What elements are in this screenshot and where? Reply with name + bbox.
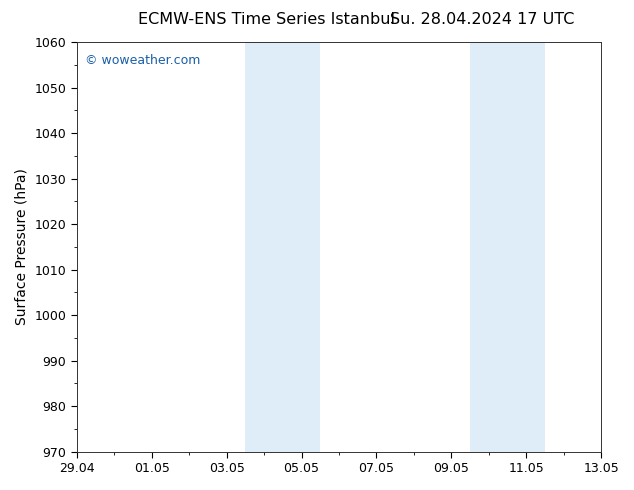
Bar [245,42,320,452]
Bar [283,42,320,452]
Text: © woweather.com: © woweather.com [85,54,200,67]
Y-axis label: Surface Pressure (hPa): Surface Pressure (hPa) [15,169,29,325]
Bar [245,42,283,452]
Text: ECMW-ENS Time Series Istanbul: ECMW-ENS Time Series Istanbul [138,12,395,27]
Text: Su. 28.04.2024 17 UTC: Su. 28.04.2024 17 UTC [390,12,574,27]
Bar [470,42,545,452]
Bar [470,42,507,452]
Bar [507,42,545,452]
